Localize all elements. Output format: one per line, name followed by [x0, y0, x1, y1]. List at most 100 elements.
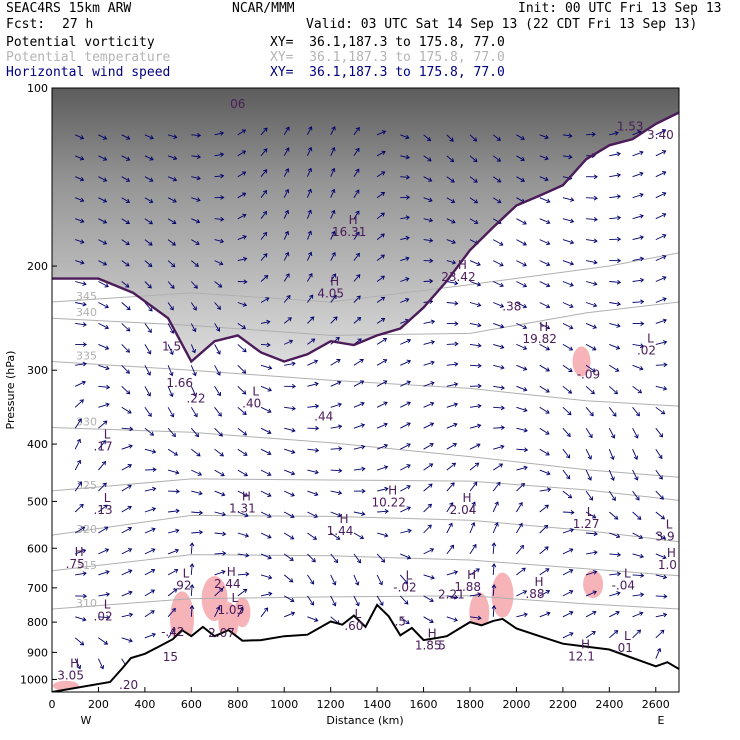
wind-vector [655, 297, 667, 303]
wind-vector [469, 615, 482, 621]
wind-vector [423, 381, 435, 387]
wind-vector [376, 486, 389, 492]
wind-vector [121, 569, 133, 576]
wind-vector [144, 281, 152, 289]
wind-vector [377, 509, 389, 514]
extremum-value: 1.66 [166, 376, 193, 390]
west-label: W [81, 714, 92, 727]
wind-vector [491, 563, 497, 575]
wind-vector [632, 192, 644, 199]
wind-vector [539, 239, 551, 246]
wind-vector [446, 134, 454, 142]
wind-vector [539, 487, 552, 493]
wind-vector [609, 364, 620, 372]
wind-vector [632, 343, 645, 349]
wind-vector [423, 197, 433, 203]
wind-vector [353, 189, 360, 198]
wind-vector [491, 542, 497, 554]
x-tick-label: 1200 [317, 698, 345, 711]
wind-vector [469, 383, 482, 389]
wind-vector [585, 344, 597, 351]
wind-vector [330, 146, 336, 156]
wind-vector [516, 590, 528, 597]
wind-vector [469, 423, 482, 429]
wind-vector [609, 552, 622, 557]
wind-vector [74, 438, 81, 450]
wind-vector [539, 448, 550, 456]
y-tick-label: 500 [27, 495, 48, 508]
wind-vector [493, 385, 505, 391]
wind-vector [446, 616, 458, 622]
wind-vector [144, 610, 155, 618]
wind-vector [609, 343, 621, 350]
wind-vector [539, 344, 551, 351]
wind-vector [260, 385, 272, 392]
wind-vector [562, 590, 574, 597]
wind-vector [400, 616, 410, 625]
wind-vector [609, 258, 622, 264]
wind-vector [191, 448, 201, 457]
wind-vector [260, 210, 268, 219]
wind-vector [121, 134, 131, 140]
wind-vector [609, 301, 621, 307]
wind-vector [516, 406, 528, 413]
wind-vector [237, 469, 249, 477]
extremum-value: .5 [395, 614, 406, 628]
wind-vector [376, 595, 384, 606]
wind-vector [493, 425, 506, 431]
wind-vector [469, 462, 480, 471]
wind-vector [75, 197, 85, 203]
extremum-value: .20 [119, 678, 138, 692]
wind-vector [609, 279, 622, 285]
wind-vector [655, 255, 667, 262]
init-time: Init: 00 UTC Fri 13 Sep 13 [518, 1, 722, 16]
wind-vector [121, 444, 133, 450]
wind-vector [493, 364, 505, 370]
wind-vector [75, 301, 87, 307]
wind-vector [632, 171, 644, 178]
wind-vector [283, 595, 295, 603]
extremum-value: 3.9 [656, 529, 675, 543]
wind-vector [307, 595, 315, 606]
extremum-value: 1.53 [617, 120, 644, 134]
wind-vector [260, 148, 268, 157]
wind-vector [655, 553, 667, 560]
extremum-mark: H [458, 258, 467, 272]
wind-vector [423, 548, 435, 555]
wind-vector [539, 469, 551, 476]
wind-vector [632, 150, 644, 157]
wind-vector [283, 168, 290, 177]
extremum-mark: H [534, 575, 543, 589]
wind-vector [283, 273, 290, 282]
wind-vector [492, 481, 501, 492]
wind-vector [539, 260, 551, 267]
wind-vector [283, 553, 294, 561]
wind-vector [214, 238, 225, 244]
wind-vector [608, 407, 617, 417]
wind-vector [655, 594, 668, 599]
wind-vector [423, 360, 435, 366]
wind-vector [562, 528, 575, 534]
wind-vector [632, 532, 644, 539]
wind-vector [98, 440, 106, 450]
wind-vector [400, 297, 410, 303]
extremum-value: 1.5 [162, 340, 181, 354]
wind-vector [98, 155, 108, 161]
wind-vector [330, 316, 338, 324]
wind-vector [469, 568, 480, 576]
wind-vector [167, 568, 179, 576]
wind-vector [260, 532, 272, 539]
wind-vector [586, 174, 598, 180]
wind-vector [75, 571, 87, 576]
wind-vector [284, 611, 296, 618]
x-tick-label: 2400 [595, 698, 623, 711]
wind-vector [144, 176, 154, 182]
extremum-value: 2.21 [438, 588, 465, 602]
wind-vector [98, 239, 108, 245]
wind-vector [98, 402, 110, 408]
extremum-mark: L [624, 567, 631, 581]
wind-vector [376, 296, 386, 303]
extremum-value: -.02 [393, 581, 416, 595]
x-tick-label: 1400 [363, 698, 391, 711]
wind-vector [585, 281, 598, 286]
